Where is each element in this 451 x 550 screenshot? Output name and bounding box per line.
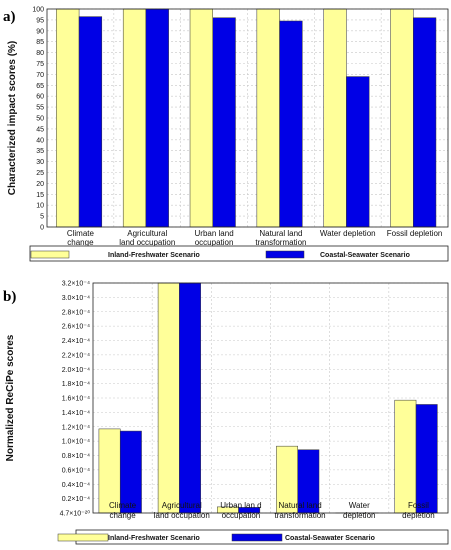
- y-tick-label: 1.8×10⁻⁴: [62, 381, 90, 388]
- x-tick-label: Fossil: [408, 501, 429, 510]
- x-tick-label: occupation: [195, 238, 234, 247]
- y-tick-label: 25: [36, 170, 44, 177]
- x-tick-label: Natural land: [259, 229, 302, 238]
- y-tick-label: 1.4×10⁻⁴: [62, 410, 90, 417]
- x-tick-label: Fossil depletion: [387, 229, 443, 238]
- legend-swatch-coastal: [231, 533, 283, 542]
- y-tick-label: 50: [36, 116, 44, 123]
- legend-label-inland: Inland-Freshwater Scenario: [108, 535, 200, 542]
- x-tick-label: change: [109, 511, 136, 520]
- y-tick-label: 1.2×10⁻⁴: [62, 424, 90, 431]
- x-tick-label: Agricultural: [162, 501, 202, 510]
- bar-inland-freshwater: [122, 8, 147, 228]
- y-tick-label: 0.6×10⁻⁴: [62, 467, 90, 474]
- y-tick-label: 0.4×10⁻⁴: [62, 482, 90, 489]
- x-tick-label: Urban lan d: [220, 501, 261, 510]
- x-tick-label: depletion: [343, 511, 375, 520]
- bar-coastal-seawater: [78, 16, 103, 228]
- legend-label-inland: Inland-Freshwater Scenario: [108, 252, 200, 259]
- plot-frame: [92, 282, 449, 514]
- y-axis-label: Characterized impact scores (%): [7, 41, 18, 196]
- y-tick-label: 15: [36, 192, 44, 199]
- y-tick-label: 35: [36, 148, 44, 155]
- legend-label-coastal: Coastal-Seawater Scenario: [320, 252, 410, 259]
- x-tick-label: land occupation: [154, 511, 210, 520]
- y-tick-label: 4.7×10⁻²⁰: [60, 510, 91, 518]
- y-tick-label: 30: [36, 159, 44, 166]
- y-tick-label: 10: [36, 203, 44, 210]
- y-tick-label: 3.0×10⁻⁴: [62, 295, 90, 302]
- y-tick-label: 45: [36, 126, 44, 133]
- y-axis-label: Normalized ReCiPe scores: [5, 334, 16, 461]
- y-tick-label: 55: [36, 105, 44, 112]
- x-tick-label: Climate: [67, 229, 95, 238]
- bar-coastal-seawater: [415, 404, 438, 514]
- y-tick-label: 65: [36, 83, 44, 90]
- bar-inland-freshwater: [56, 8, 80, 228]
- x-tick-label: land occupation: [119, 238, 175, 247]
- y-tick-label: 3.2×10⁻⁴: [62, 281, 90, 288]
- x-tick-label: Water depletion: [320, 229, 376, 238]
- x-tick-label: transformation: [275, 511, 326, 520]
- y-tick-label: 0.2×10⁻⁴: [62, 496, 90, 503]
- legend-box: [29, 245, 449, 262]
- y-tick-label: 2.2×10⁻⁴: [62, 352, 90, 359]
- y-tick-label: 40: [36, 137, 44, 144]
- x-tick-label: Water: [349, 501, 370, 510]
- legend-swatch-coastal: [265, 250, 305, 259]
- x-tick-label: Agricultural: [127, 229, 167, 238]
- y-tick-label: 20: [36, 181, 44, 188]
- y-tick-label: 1.0×10⁻⁴: [62, 439, 90, 446]
- y-tick-label: 0: [40, 225, 44, 232]
- x-tick-label: transformation: [255, 238, 306, 247]
- legend-label-coastal: Coastal-Seawater Scenario: [285, 535, 375, 542]
- bar-inland-freshwater: [323, 8, 347, 228]
- y-tick-label: 90: [36, 28, 44, 35]
- y-tick-label: 2.8×10⁻⁴: [62, 309, 90, 316]
- x-tick-label: depletion: [402, 511, 434, 520]
- y-tick-label: 2.4×10⁻⁴: [62, 338, 90, 345]
- y-tick-label: 1.6×10⁻⁴: [62, 396, 90, 403]
- bar-inland-freshwater: [394, 399, 417, 514]
- bar-coastal-seawater: [179, 282, 201, 514]
- panel-label: b): [3, 289, 16, 305]
- x-tick-label: Climate: [109, 501, 137, 510]
- bar-coastal-seawater: [346, 76, 370, 228]
- bar-inland-freshwater: [390, 8, 414, 228]
- legend-swatch-inland: [30, 250, 70, 259]
- x-tick-label: Urban land: [195, 229, 234, 238]
- y-tick-label: 100: [32, 7, 44, 14]
- y-tick-label: 95: [36, 17, 44, 24]
- y-tick-label: 5: [40, 214, 44, 221]
- legend-swatch-inland: [57, 533, 109, 542]
- y-tick-label: 2.0×10⁻⁴: [62, 367, 90, 374]
- plot-frame: [46, 8, 449, 228]
- y-tick-label: 85: [36, 39, 44, 46]
- y-tick-label: 75: [36, 61, 44, 68]
- y-tick-label: 80: [36, 50, 44, 57]
- x-tick-label: change: [67, 238, 94, 247]
- bar-inland-freshwater: [157, 282, 180, 514]
- bar-inland-freshwater: [189, 8, 213, 228]
- bar-coastal-seawater: [145, 8, 169, 228]
- bar-coastal-seawater: [412, 17, 437, 228]
- y-tick-label: 60: [36, 94, 44, 101]
- y-tick-label: 2.6×10⁻⁴: [62, 324, 90, 331]
- bar-coastal-seawater: [212, 17, 236, 228]
- y-tick-label: 0.8×10⁻⁴: [62, 453, 90, 460]
- panel-label: a): [3, 9, 16, 25]
- bar-coastal-seawater: [279, 20, 303, 228]
- x-tick-label: Natural land: [279, 501, 322, 510]
- x-tick-label: occupation: [222, 511, 261, 520]
- y-tick-label: 70: [36, 72, 44, 79]
- bar-inland-freshwater: [256, 8, 280, 228]
